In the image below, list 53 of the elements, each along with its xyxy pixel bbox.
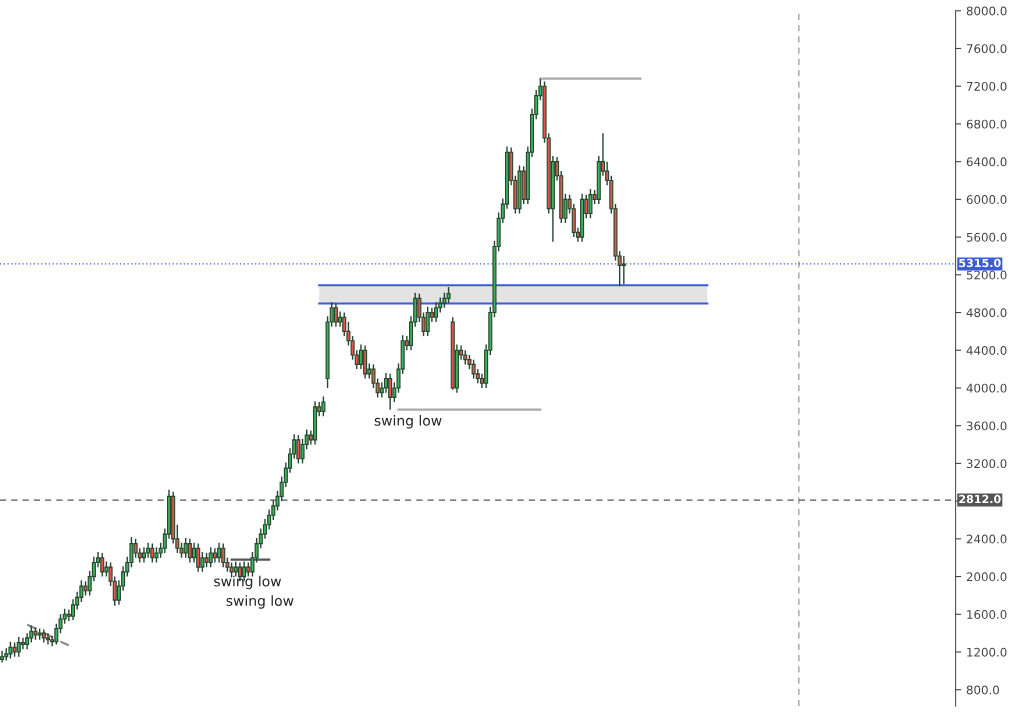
- candlestick: [200, 551, 205, 573]
- y-tick-label: 4400.0: [966, 345, 1007, 355]
- candlestick: [187, 538, 192, 564]
- annotation: swing low: [214, 575, 282, 590]
- y-tick-label: 1200.0: [967, 647, 1007, 657]
- y-tick-label: 800.0: [966, 685, 999, 695]
- candlestick: [66, 608, 71, 622]
- candlestick: [20, 637, 25, 650]
- candlestick: [208, 546, 213, 568]
- candlestick: [621, 255, 626, 285]
- annotation: swing low: [226, 595, 294, 609]
- annotation: swing low: [374, 415, 442, 429]
- ref-line-label: 2812.0: [959, 494, 1001, 504]
- y-tick-label: 6800.0: [966, 119, 1007, 129]
- candlestick: [16, 636, 21, 658]
- candlestick: [217, 541, 222, 564]
- y-tick-label: 3200.0: [966, 459, 1007, 469]
- candlestick: [388, 373, 393, 411]
- candlestick: [183, 537, 188, 559]
- candlestick: [471, 358, 476, 380]
- candlestick: [221, 542, 226, 568]
- candlestick: [358, 343, 363, 370]
- candlestick: [571, 203, 576, 238]
- candlestick: [196, 542, 201, 573]
- y-tick-label: 3600.0: [966, 421, 1007, 431]
- y-tick-label: 2000.0: [966, 572, 1007, 582]
- line-series: [26, 623, 70, 647]
- y-tick-label: 2400.0: [966, 534, 1007, 544]
- candlestick: [296, 434, 301, 465]
- y-tick-label: 5200.0: [966, 270, 1007, 280]
- y-tick-label: 4000.0: [966, 383, 1007, 393]
- candlestick: [425, 306, 430, 337]
- y-tick-label: 5600.0: [966, 232, 1007, 242]
- candlestick: [342, 311, 347, 337]
- candlestick: [150, 542, 155, 564]
- candlestick: [588, 188, 593, 219]
- candlestick: [434, 301, 439, 323]
- y-tick-label: 8000.0: [966, 6, 1007, 16]
- candlestick: [100, 552, 105, 578]
- ref-line-label: 5315.0: [959, 258, 1001, 268]
- candlestick: [333, 302, 338, 328]
- candlestick: [133, 538, 138, 559]
- candlestick: [71, 598, 76, 621]
- y-tick-label: 1600.0: [967, 610, 1007, 619]
- candlestick: [383, 372, 388, 394]
- y-tick-label: 6400.0: [966, 157, 1007, 167]
- y-tick-label: 6000.0: [966, 195, 1007, 205]
- y-tick-label: 7200.0: [966, 81, 1007, 91]
- y-tick-label: 4800.0: [966, 308, 1007, 318]
- candlestick: [45, 632, 51, 646]
- y-tick-label: 7600.0: [966, 44, 1007, 54]
- candlestick: [321, 395, 326, 417]
- candlestick: [192, 541, 197, 564]
